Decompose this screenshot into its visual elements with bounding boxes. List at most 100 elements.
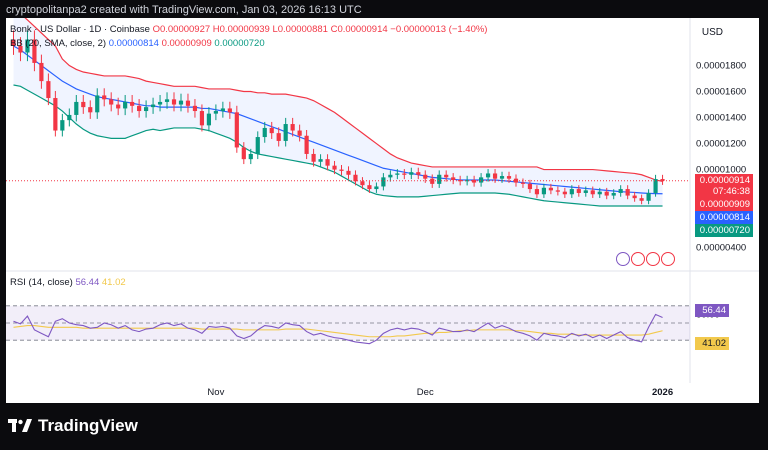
candle-body — [339, 169, 344, 171]
candle-body — [367, 185, 372, 190]
candle-body — [144, 107, 149, 112]
candle-body — [381, 177, 386, 187]
candle-body — [157, 101, 163, 105]
candle-body — [611, 192, 616, 196]
flag-icon[interactable] — [646, 252, 660, 266]
candle-body — [290, 124, 295, 131]
candle-body — [576, 189, 581, 193]
candle-body — [88, 107, 93, 113]
candle-body — [276, 133, 281, 141]
candle-body — [241, 147, 246, 160]
brand-name: TradingView — [38, 416, 138, 435]
bb-legend[interactable]: BB (20, SMA, close, 2) 0.00000814 0.0000… — [10, 38, 265, 49]
price-tag: 0.00000914 07:46:38 — [695, 174, 753, 198]
candle-body — [444, 174, 449, 178]
dividend-icon[interactable] — [616, 252, 630, 266]
candle-body — [479, 177, 484, 183]
flag-icon[interactable] — [661, 252, 675, 266]
bb-upper-value: 0.00000909 — [161, 38, 212, 49]
flag-icon[interactable] — [631, 252, 645, 266]
candle-body — [353, 174, 358, 182]
rsi-ma-line — [13, 325, 663, 338]
candle-body — [318, 159, 323, 162]
rsi-label[interactable]: RSI (14, close) — [10, 277, 73, 288]
candle-body — [625, 189, 630, 196]
candle-body — [499, 176, 505, 179]
currency-label[interactable]: USD — [701, 27, 723, 38]
candle-body — [150, 104, 156, 108]
rsi-legend[interactable]: RSI (14, close) 56.44 41.02 — [10, 277, 126, 288]
candle-body — [360, 181, 365, 186]
candle-body — [562, 191, 567, 195]
candle-body — [527, 183, 533, 190]
candle-body — [178, 100, 184, 105]
bb-lower-tag: 0.00000720 — [695, 224, 753, 237]
event-icons[interactable] — [616, 252, 675, 266]
candle-body — [67, 114, 72, 121]
candle-body — [116, 104, 121, 109]
time-tick-label: Dec — [417, 387, 434, 398]
ohlc-values: O0.00000927 H0.00000939 L0.00000881 C0.0… — [152, 24, 488, 35]
candle-body — [346, 170, 351, 175]
rsi-value: 56.44 — [75, 277, 100, 288]
candles — [6, 30, 690, 205]
price-tick-label: 0.00000400 — [696, 243, 746, 254]
candle-body — [660, 179, 665, 181]
symbol-legend[interactable]: Bonk · US Dollar · 1D · Coinbase O0.0000… — [10, 24, 487, 35]
candle-body — [283, 124, 288, 141]
candle-body — [569, 189, 574, 195]
candle-body — [541, 187, 546, 195]
chart-canvas[interactable]: 0.000004000.000006000.000008000.00001000… — [6, 18, 759, 403]
bb-label[interactable]: BB (20, SMA, close, 2) — [10, 38, 107, 49]
candle-body — [618, 189, 623, 193]
countdown-value: 07:46:38 — [713, 186, 750, 197]
time-tick-label: 2026 — [652, 387, 673, 398]
rsi-tag: 56.44 — [695, 304, 729, 317]
candle-body — [597, 191, 602, 195]
candle-body — [374, 186, 379, 190]
candle-body — [304, 135, 309, 154]
chart-panel[interactable]: 0.000004000.000006000.000008000.00001000… — [6, 18, 759, 403]
candle-body — [555, 190, 560, 192]
tradingview-logo-icon — [8, 419, 32, 432]
bb-basis-value: 0.00000814 — [108, 38, 159, 49]
price-tick-label: 0.00001200 — [696, 139, 746, 150]
symbol-name[interactable]: Bonk · US Dollar · 1D · Coinbase — [10, 24, 150, 35]
candle-body — [409, 172, 414, 175]
candle-body — [590, 190, 595, 195]
candle-body — [520, 182, 526, 184]
bb-lower-value: 0.00000720 — [214, 38, 265, 49]
candle-body — [297, 130, 302, 136]
candle-body — [255, 137, 260, 154]
brand-footer[interactable]: TradingView — [8, 416, 138, 436]
candle-body — [18, 46, 23, 53]
candle-body — [81, 101, 86, 108]
candle-body — [534, 189, 540, 195]
candle-body — [311, 153, 316, 162]
candle-body — [430, 178, 435, 184]
rsi-line — [13, 313, 663, 345]
price-tick-label: 0.00001600 — [696, 87, 746, 98]
candle-body — [171, 99, 177, 105]
candle-body — [123, 101, 128, 109]
price-tick-label: 0.00001800 — [696, 61, 746, 72]
candle-body — [423, 174, 428, 179]
candle-body — [137, 105, 142, 112]
candle-body — [220, 108, 225, 112]
candle-body — [53, 98, 58, 131]
candle-body — [639, 198, 644, 201]
time-tick-label: Nov — [207, 387, 224, 398]
bb-basis-tag: 0.00000814 — [695, 211, 753, 224]
candle-body — [74, 101, 79, 115]
candle-body — [39, 62, 44, 82]
candle-body — [95, 95, 100, 113]
candle-body — [262, 127, 267, 138]
candle-body — [325, 159, 330, 166]
candle-body — [248, 153, 253, 160]
candle-body — [332, 165, 337, 170]
bb-band-fill — [13, 18, 663, 206]
rsi-ma-value: 41.02 — [101, 277, 126, 288]
bb-fill — [13, 18, 663, 206]
candle-body — [206, 113, 211, 126]
bb-upper-tag: 0.00000909 — [695, 198, 753, 211]
